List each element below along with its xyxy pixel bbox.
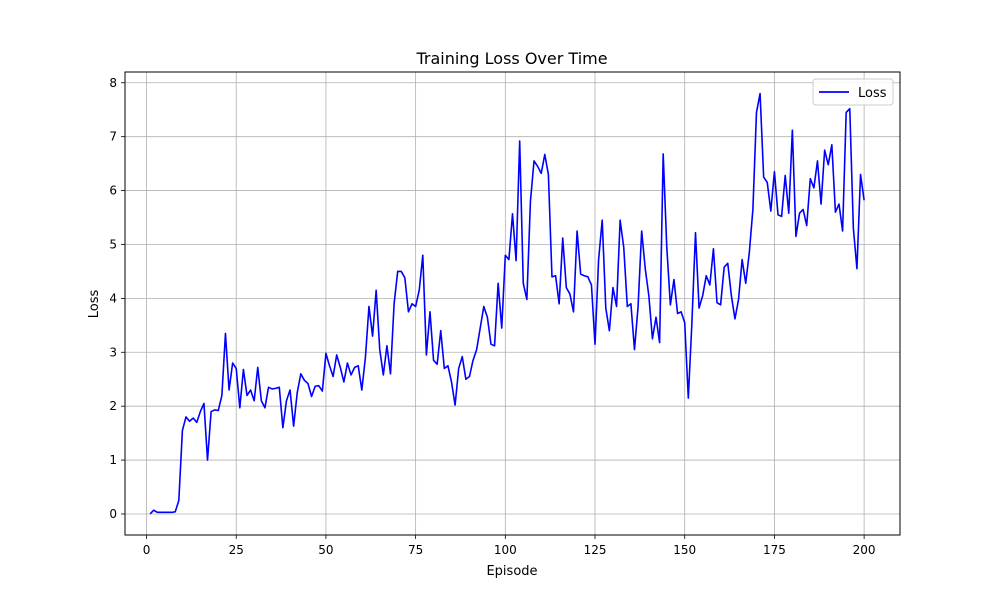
series-line-loss <box>149 92 865 515</box>
y-tick-label: 5 <box>109 237 117 251</box>
y-tick-label: 4 <box>109 291 117 305</box>
y-tick-label: 1 <box>109 453 117 467</box>
x-tick-label: 50 <box>318 543 333 557</box>
plot-frame <box>124 71 901 536</box>
x-tick-label: 150 <box>673 543 696 557</box>
x-axis-label: Episode <box>486 564 537 579</box>
y-tick-label: 7 <box>109 130 117 144</box>
x-tick-label: 75 <box>408 543 423 557</box>
grid-lines <box>125 72 900 535</box>
legend: Loss <box>812 78 894 106</box>
legend-label-loss: Loss <box>858 86 887 101</box>
y-axis-ticks: 0 1 2 3 4 5 6 7 8 <box>109 76 125 521</box>
y-tick-label: 6 <box>109 184 117 198</box>
x-tick-label: 100 <box>494 543 517 557</box>
x-tick-label: 125 <box>584 543 607 557</box>
x-tick-label: 0 <box>143 543 151 557</box>
y-tick-label: 0 <box>109 507 117 521</box>
x-axis-ticks: 0 25 50 75 100 125 150 175 200 <box>143 535 876 557</box>
y-axis-label: Loss <box>87 290 102 319</box>
x-tick-label: 25 <box>229 543 244 557</box>
x-tick-label: 200 <box>853 543 876 557</box>
x-tick-label: 175 <box>763 543 786 557</box>
y-tick-label: 2 <box>109 399 117 413</box>
y-tick-label: 3 <box>109 345 117 359</box>
chart-title: Training Loss Over Time <box>415 49 607 68</box>
y-tick-label: 8 <box>109 76 117 90</box>
legend-box <box>812 78 894 106</box>
